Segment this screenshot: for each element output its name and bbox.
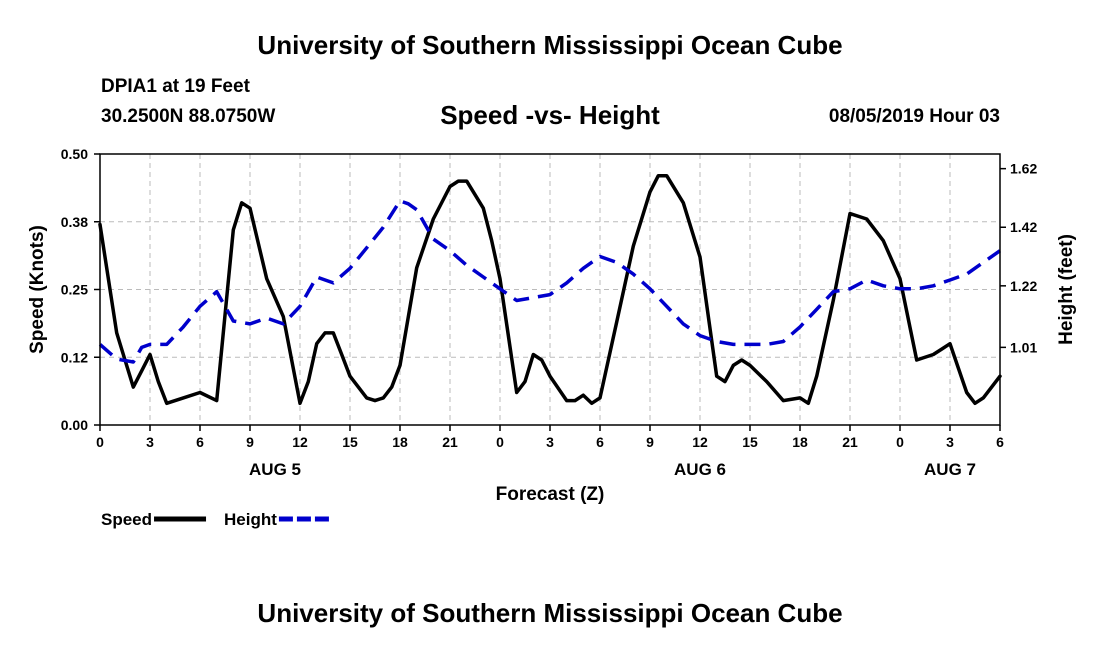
date-label: AUG 5 (249, 460, 301, 479)
y-tick-label: 0.12 (61, 349, 88, 365)
x-axis-label: Forecast (Z) (496, 484, 605, 505)
x-tick-label: 18 (792, 434, 808, 450)
x-tick-label: 3 (546, 434, 554, 450)
date-label: AUG 6 (674, 460, 726, 479)
y-right-tick-label: 1.22 (1010, 278, 1037, 294)
y-tick-label: 0.38 (61, 214, 88, 230)
x-tick-label: 0 (896, 434, 904, 450)
x-tick-label: 21 (842, 434, 858, 450)
y-right-tick-label: 1.42 (1010, 219, 1037, 235)
x-tick-label: 6 (996, 434, 1004, 450)
chart-title: Speed -vs- Height (440, 100, 660, 130)
y-tick-label: 0.50 (61, 146, 88, 162)
date-label: AUG 7 (924, 460, 976, 479)
x-tick-label: 6 (596, 434, 604, 450)
y-tick-label: 0.25 (61, 282, 88, 298)
x-tick-label: 21 (442, 434, 458, 450)
x-tick-label: 9 (246, 434, 254, 450)
y-right-tick-label: 1.62 (1010, 161, 1037, 177)
page-title: University of Southern Mississippi Ocean… (257, 30, 843, 60)
chart-grid (99, 153, 1001, 426)
coordinates-label: 30.2500N 88.0750W (101, 106, 276, 127)
x-tick-label: 9 (646, 434, 654, 450)
x-tick-label: 3 (946, 434, 954, 450)
x-tick-label: 3 (146, 434, 154, 450)
legend-label-speed: Speed (101, 510, 152, 529)
x-tick-label: 18 (392, 434, 408, 450)
y-right-axis-label: Height (feet) (1056, 234, 1077, 345)
x-tick-label: 12 (692, 434, 708, 450)
x-tick-label: 6 (196, 434, 204, 450)
x-tick-label: 0 (96, 434, 104, 450)
y-axis-label: Speed (Knots) (27, 225, 48, 354)
forecast-datetime: 08/05/2019 Hour 03 (828, 106, 1000, 127)
chart-series (98, 173, 1002, 406)
legend-label-height: Height (224, 510, 277, 529)
footer-title: University of Southern Mississippi Ocean… (257, 598, 843, 628)
chart-axes: 0 3 6 9 12 15 18 21 0 3 6 9 12 15 18 21 0 3 6 AUG 5 AUG 6 AUG… (27, 146, 1077, 505)
y-right-tick-label: 1.01 (1010, 339, 1037, 355)
speed-series-line (98, 173, 1002, 406)
x-tick-label: 15 (342, 434, 358, 450)
x-tick-label: 12 (292, 434, 308, 450)
chart-legend: Speed Height (101, 510, 331, 529)
x-tick-label: 15 (742, 434, 758, 450)
y-tick-label: 0.00 (61, 417, 88, 433)
x-tick-label: 0 (496, 434, 504, 450)
station-label: DPIA1 at 19 Feet (101, 76, 250, 97)
